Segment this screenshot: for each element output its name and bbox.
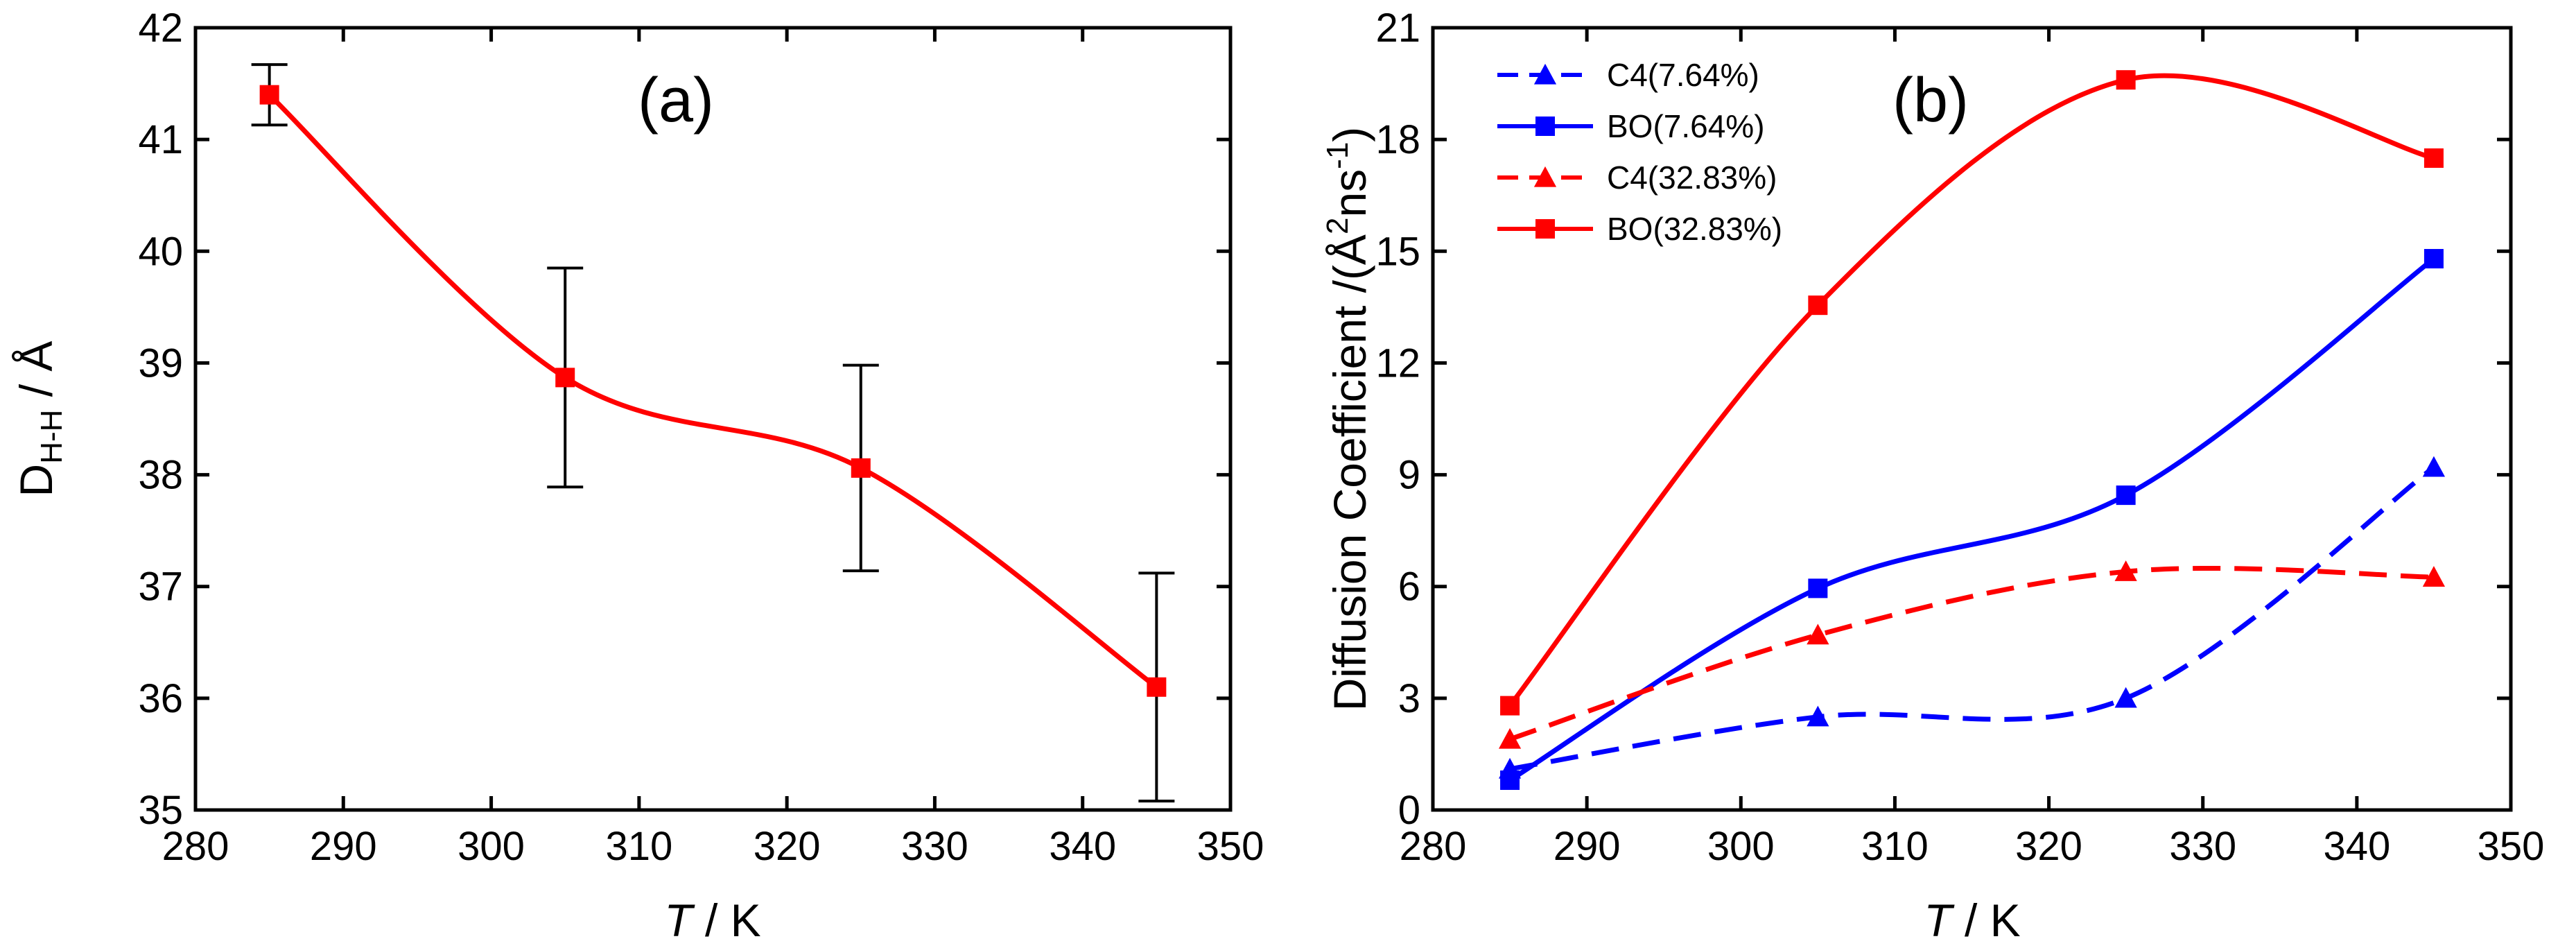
panel-b-x-tick-label: 330 (2169, 824, 2236, 869)
legend-marker (1533, 166, 1557, 187)
panel-a-label: (a) (638, 66, 714, 135)
panel-a-y-tick-label: 41 (138, 117, 183, 162)
panel-b-series-line (1508, 73, 2435, 707)
panel-a-y-tick-label: 40 (138, 229, 183, 274)
panel-b-data-point (2114, 687, 2137, 708)
panel-b-y-tick-label: 15 (1375, 229, 1420, 274)
panel-b-y-tick-label: 3 (1398, 676, 1420, 721)
panel-b-data-point (2422, 566, 2446, 587)
panel-b-x-tick-label: 320 (2015, 824, 2082, 869)
panel-b-y-tick-label: 9 (1398, 453, 1420, 498)
panel-b-y-tick-label: 6 (1398, 565, 1420, 610)
panel-b-x-tick-label: 300 (1707, 824, 1775, 869)
panel-a-y-tick-label: 36 (138, 676, 183, 721)
panel-a-x-tick-label: 280 (162, 824, 229, 869)
panel-b-data-point (1808, 578, 1828, 598)
panel-a-frame (193, 26, 1233, 812)
panel-b-frame (1431, 26, 2513, 812)
panel-b-label: (b) (1892, 66, 1969, 135)
panel-b-data-point (1807, 623, 1829, 645)
panel-a-x-tick-label: 330 (901, 824, 968, 869)
panel-a-data-point (259, 85, 279, 105)
panel-a-y-tick-label: 37 (138, 565, 183, 610)
panel-b-series (1498, 70, 2446, 791)
panel-a-x-tick-label: 290 (310, 824, 377, 869)
panel-a-y-tick-label: 38 (138, 453, 183, 498)
panel-b-data-point (1808, 295, 1828, 316)
panel-b-y-tick-label: 18 (1375, 117, 1420, 162)
panel-b-data-point (2116, 70, 2136, 90)
legend-marker (1535, 117, 1555, 136)
legend-label: BO(7.64%) (1607, 108, 1765, 144)
panel-a-series-line (268, 93, 1158, 689)
panel-b-chart: 280 290 300 310 320 330 340 350 0 3 6 9 12 15 18 21 (b)… (1321, 6, 2544, 946)
panel-a-ticks: 280 290 300 310 320 330 340 350 35 36 37 38 39 40 41 42 (138, 6, 1264, 869)
panel-b-data-point (1500, 696, 1520, 716)
panel-a-x-tick-label: 300 (458, 824, 525, 869)
panel-a-y-axis-title: DH-H / Å (10, 341, 69, 497)
legend-label: C4(32.83%) (1607, 160, 1777, 196)
panel-b-series-line (1508, 257, 2436, 783)
panel-b-ticks: 280 290 300 310 320 330 340 350 0 3 6 9 12 15 18 21 (1375, 6, 2544, 869)
panel-a-x-tick-label: 350 (1197, 824, 1264, 869)
panel-a-x-axis-title: T / K (664, 895, 760, 946)
panel-a-x-tick-label: 310 (605, 824, 672, 869)
panel-b-y-tick-label: 21 (1375, 6, 1420, 51)
panel-b-x-tick-label: 280 (1400, 824, 1467, 869)
panel-a-data-point (555, 368, 575, 388)
panel-b-data-point (2422, 456, 2446, 477)
panel-b-x-axis-title: T / K (1924, 895, 2020, 946)
panel-b-x-tick-label: 350 (2478, 824, 2545, 869)
panel-a-y-tick-label: 39 (138, 341, 183, 386)
legend-label: C4(7.64%) (1607, 57, 1759, 93)
panel-b-data-point (2423, 148, 2444, 168)
panel-a-x-tick-label: 320 (754, 824, 821, 869)
panel-b-data-point (1807, 705, 1829, 727)
legend-marker (1533, 63, 1557, 85)
legend-marker (1535, 219, 1555, 239)
panel-b-x-tick-label: 340 (2323, 824, 2390, 869)
panel-b-series-line (1508, 565, 2434, 742)
panel-b-x-tick-label: 310 (1861, 824, 1929, 869)
panel-b-y-tick-label: 12 (1375, 341, 1420, 386)
panel-a-y-tick-label: 42 (138, 6, 183, 51)
panel-b-data-point (2114, 560, 2137, 581)
panel-b-data-point (1498, 727, 1522, 749)
panel-b-data-point (1500, 770, 1520, 791)
panel-b-data-point (2423, 249, 2444, 269)
panel-a-x-tick-label: 340 (1049, 824, 1116, 869)
panel-b-y-axis-title: Diffusion Coefficient /(Å2ns-1) (1321, 127, 1375, 712)
panel-a-y-tick-label: 35 (138, 788, 183, 833)
panel-a-data-point (851, 458, 871, 478)
legend-label: BO(32.83%) (1607, 211, 1782, 247)
panel-b-x-tick-label: 290 (1554, 824, 1621, 869)
panel-b-data-point (2116, 485, 2136, 506)
panel-a-data-point (1147, 677, 1167, 697)
panel-b-legend: C4(7.64%) BO(7.64%) C4(32.83%) BO(32.83%) (1497, 57, 1782, 247)
panel-b-series-line (1509, 465, 2436, 772)
panel-a-chart: 280 290 300 310 320 330 340 350 35 36 37 38 39 40 41 42… (10, 6, 1264, 946)
panel-b-y-tick-label: 0 (1398, 788, 1420, 833)
panel-a-series (251, 63, 1175, 803)
